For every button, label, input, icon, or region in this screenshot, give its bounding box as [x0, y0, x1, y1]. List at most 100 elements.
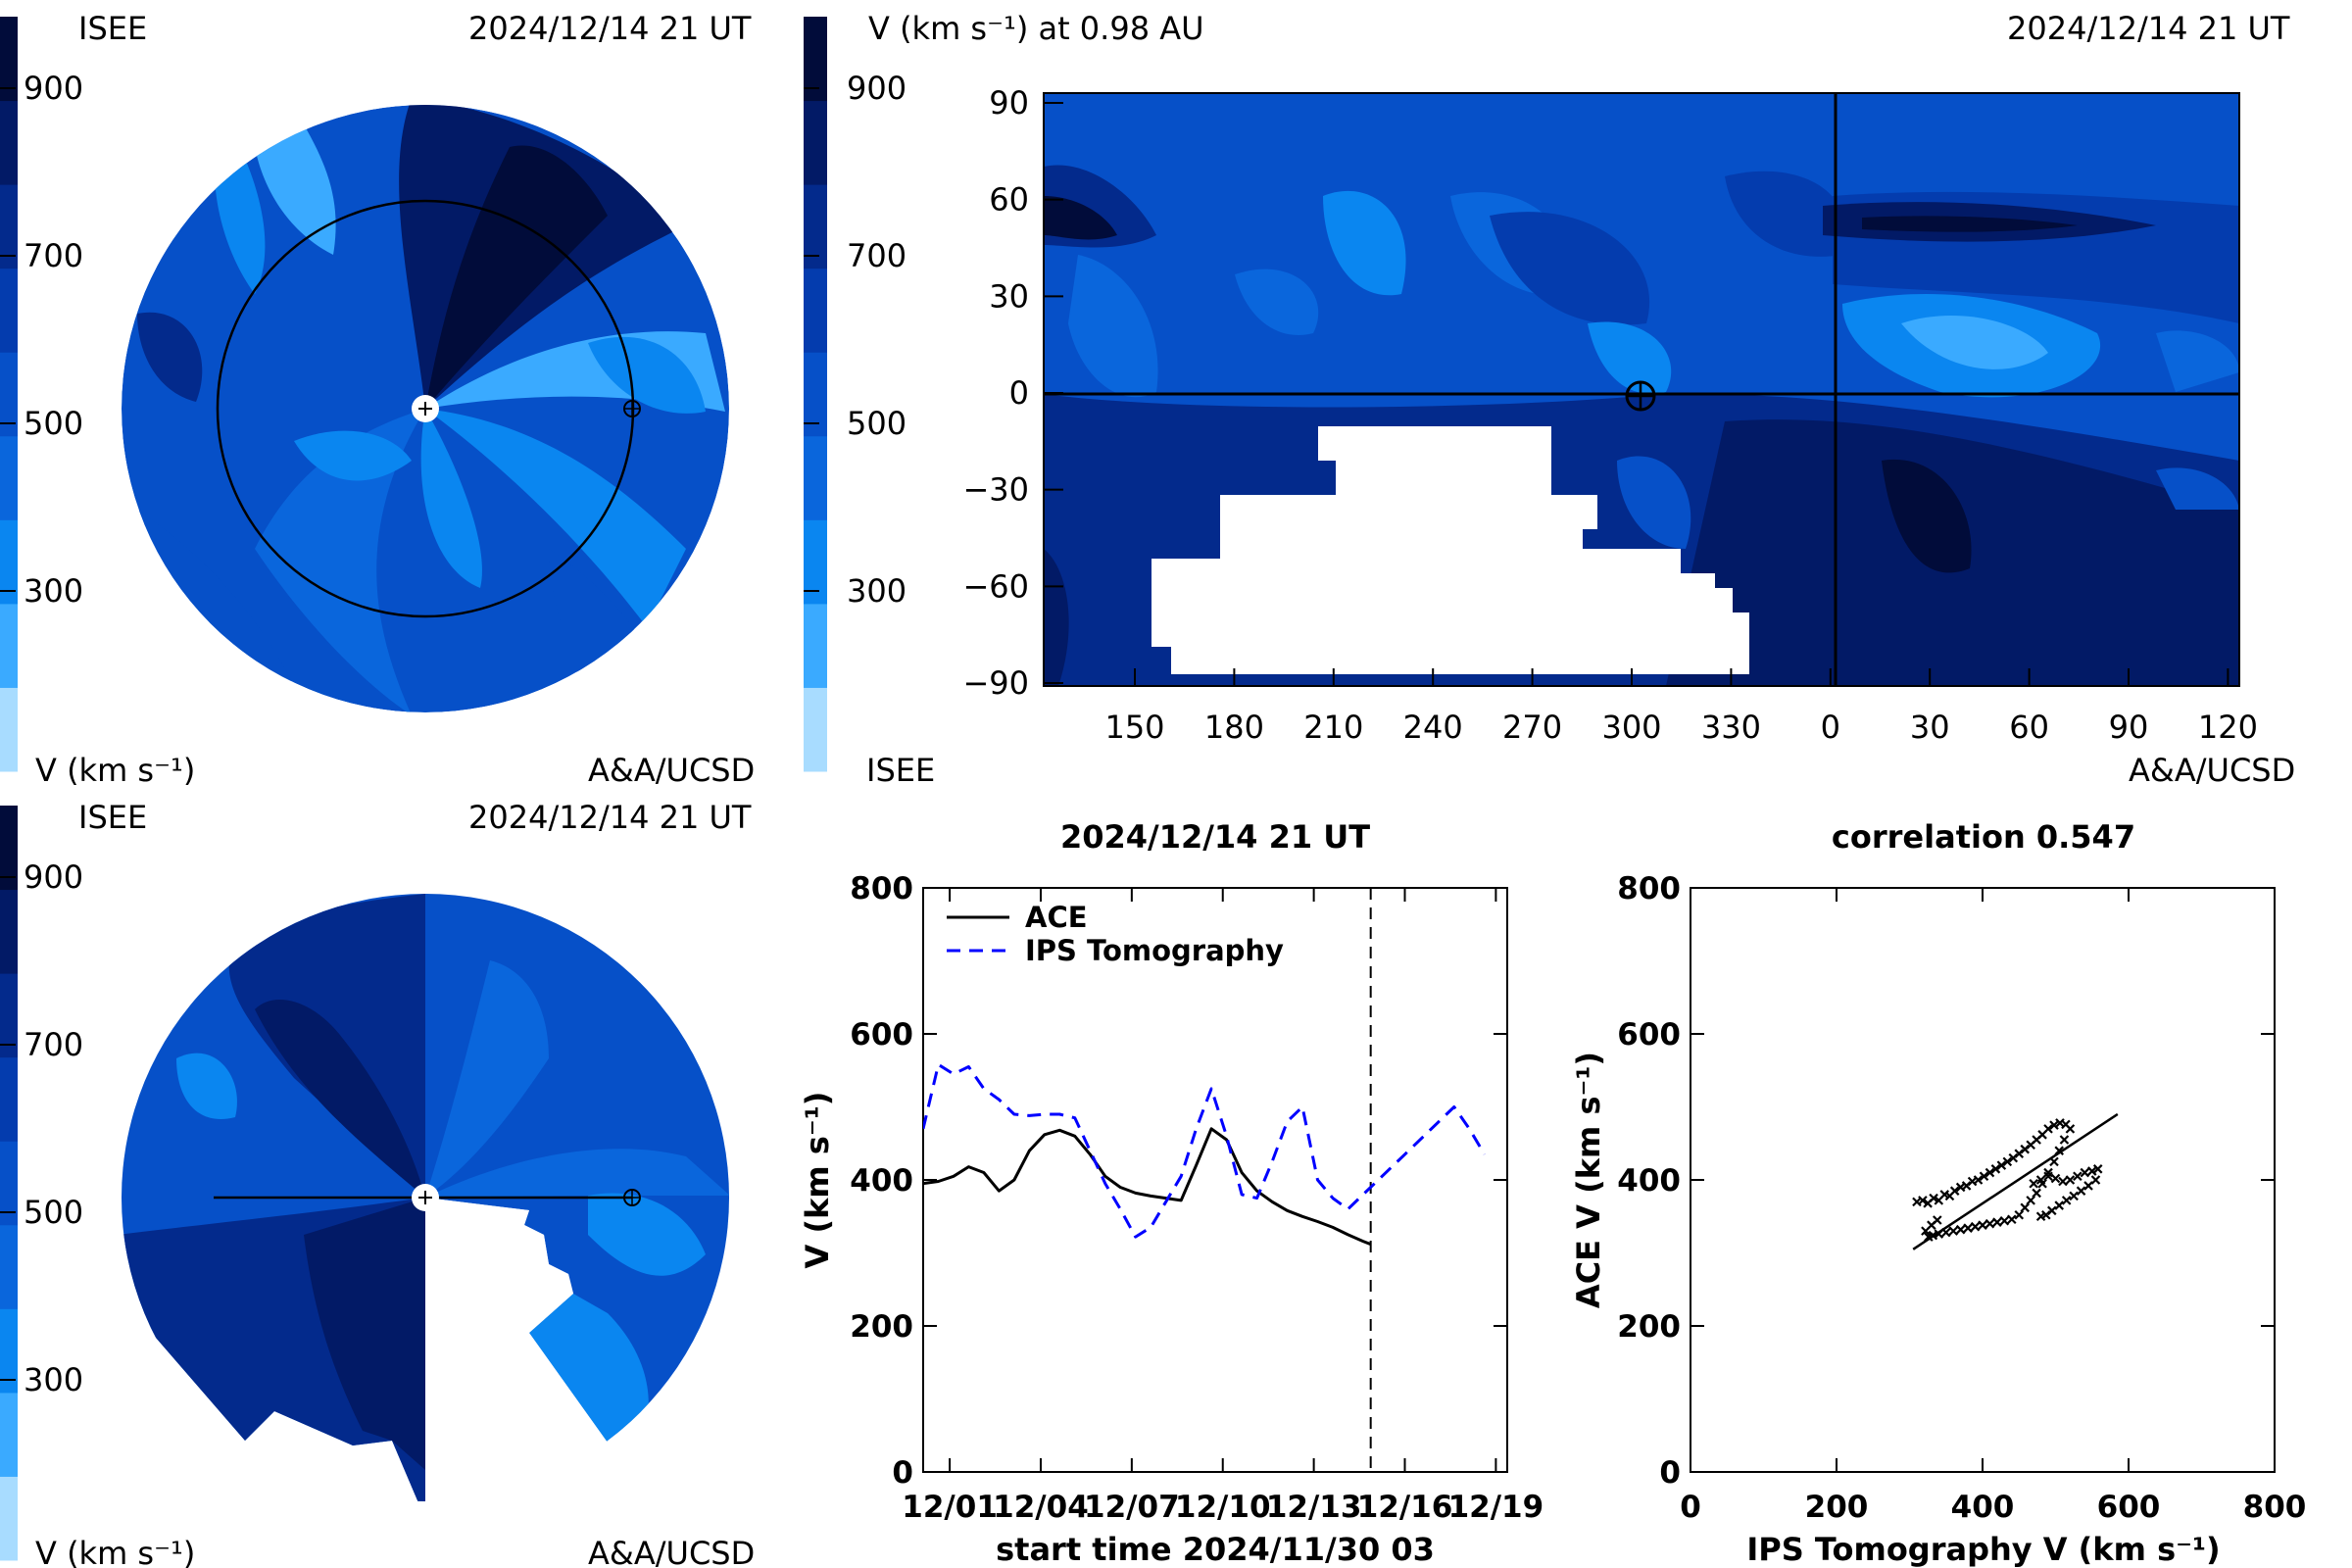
scatter-frame	[1690, 887, 2276, 1473]
colorbar-segment	[0, 973, 18, 1058]
scatter-point	[2050, 1173, 2061, 1184]
lat-tick-label: 60	[989, 181, 1029, 219]
sun-symbol	[412, 395, 439, 422]
lon-tick-label: 180	[1204, 709, 1264, 746]
sun-symbol	[412, 1184, 439, 1211]
colorbar-segment	[804, 100, 827, 185]
label-isee: ISEE	[78, 799, 147, 836]
scatter-point	[2049, 1120, 2059, 1130]
scatter-point	[2065, 1175, 2076, 1185]
lon-tick-label: 330	[1701, 709, 1761, 746]
earth-symbol	[623, 400, 641, 417]
y-tick-label: 600	[1617, 1017, 1681, 1053]
colorbar-ecliptic	[0, 17, 18, 772]
scatter-point	[2002, 1156, 2013, 1167]
map-frame	[1043, 92, 2240, 687]
lon-tick-label: 150	[1104, 709, 1164, 746]
y-tick-label: 400	[1617, 1163, 1681, 1199]
colorbar-segment	[0, 603, 18, 688]
scatter-point	[2090, 1175, 2101, 1185]
y-tick-label: 600	[850, 1017, 913, 1053]
scatter-point	[1999, 1215, 2010, 1226]
colorbar-ticks-meridional: 900 700 500 300	[24, 858, 83, 1398]
panel-meridional-map: 900 700 500 300 ISEE 2024/12/14 21 UT V …	[0, 799, 755, 1568]
scatter-point	[2035, 1211, 2046, 1222]
colorbar-segment	[804, 603, 827, 688]
scatter-point	[2032, 1188, 2041, 1199]
label-credit: A&A/UCSD	[2129, 752, 2295, 789]
colorbar-segment	[0, 100, 18, 185]
scatter-point	[1955, 1224, 1966, 1235]
scatter-point	[1992, 1217, 2002, 1227]
panel-ecliptic-map: 900 700 500 300 ISEE 2024/12/14 21 UT V …	[0, 10, 755, 789]
colorbar-segment	[0, 519, 18, 605]
colorbar-tick-300: 300	[847, 572, 906, 610]
panel-synoptic-map: 900 700 500 300 V (km s⁻¹) at 0.98 AU 20…	[804, 10, 2295, 789]
label-units: V (km s⁻¹)	[35, 752, 195, 789]
scatter-point	[2083, 1181, 2093, 1191]
scatter-point	[1948, 1226, 1958, 1236]
x-tick-label: 12/04	[993, 1490, 1089, 1525]
ips-tomography-line	[923, 1062, 1487, 1239]
scatter-point	[2092, 1164, 2103, 1174]
earth-symbol	[623, 1189, 641, 1206]
y-tick-label: 800	[850, 871, 913, 906]
scatter-point	[1984, 1218, 1995, 1229]
missing-data-region	[425, 1198, 627, 1501]
scatter-point	[2061, 1196, 2072, 1205]
x-tick-label: 600	[2097, 1490, 2161, 1525]
lon-tick-label: 210	[1303, 709, 1363, 746]
lat-tick-label: −90	[962, 664, 1029, 702]
y-tick-label: 0	[892, 1455, 913, 1491]
lon-tick-label: 60	[2009, 709, 2049, 746]
scatter-point	[1933, 1215, 1942, 1225]
colorbar-tick-700: 700	[24, 237, 83, 274]
lon-tick-label: 90	[2109, 709, 2149, 746]
lat-tick-label: −60	[962, 567, 1029, 605]
x-tick-label: 400	[1951, 1490, 2015, 1525]
scatter-point	[2007, 1214, 2017, 1225]
map-title: V (km s⁻¹) at 0.98 AU	[868, 10, 1204, 47]
scatter-point	[2069, 1191, 2079, 1201]
legend-ips-label: IPS Tomography	[1025, 934, 1284, 967]
colorbar-segment	[0, 687, 18, 772]
scatter-x-ticks: 0 200 400 600 800	[1680, 888, 2306, 1525]
latitude-axis: 90 60 30 0 −30 −60 −90	[962, 84, 1063, 702]
scatter-point	[2065, 1124, 2076, 1134]
colorbar-segment	[0, 889, 18, 974]
y-tick-label: 200	[1617, 1309, 1681, 1345]
x-tick-label: 12/13	[1266, 1490, 1362, 1525]
earth-marker	[1625, 380, 1656, 412]
colorbar-segment	[0, 1056, 18, 1142]
x-tick-label: 12/07	[1084, 1490, 1180, 1525]
scatter-point	[2026, 1196, 2035, 1205]
y-tick-label: 200	[850, 1309, 913, 1345]
ace-line	[923, 1127, 1372, 1246]
scatter-point	[2086, 1166, 2097, 1176]
scatter-point	[2035, 1175, 2046, 1185]
colorbar-segment	[804, 268, 827, 353]
y-tick-label: 400	[850, 1163, 913, 1199]
colorbar-segment	[0, 1392, 18, 1477]
colorbar-tick-300: 300	[24, 572, 83, 610]
scatter-point	[1973, 1175, 1984, 1185]
scatter-point	[2043, 1167, 2053, 1178]
colorbar-tick-900: 900	[24, 70, 83, 107]
scatter-point	[1963, 1223, 1973, 1233]
scatter-title: correlation 0.547	[1832, 818, 2135, 856]
scatter-point	[1978, 1220, 1987, 1230]
colorbar-tick-500: 500	[24, 1194, 83, 1231]
colorbar-segment	[0, 806, 18, 891]
colorbar-segment	[804, 435, 827, 520]
colorbar-segment	[804, 352, 827, 437]
colorbar-segment	[804, 184, 827, 270]
colorbar-segment	[0, 17, 18, 102]
lon-tick-label: 0	[1821, 709, 1840, 746]
colorbar-segment	[0, 1224, 18, 1309]
lon-tick-label: 120	[2198, 709, 2258, 746]
time-series-legend: ACE IPS Tomography	[947, 901, 1284, 967]
colorbar-tick-700: 700	[847, 237, 906, 274]
regression-line	[1912, 1112, 2119, 1250]
